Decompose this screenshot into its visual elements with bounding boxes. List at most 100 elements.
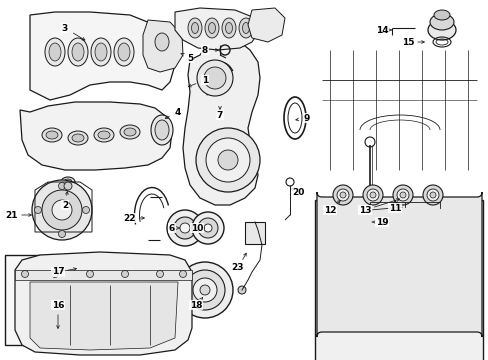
Text: 3: 3 [62,23,68,32]
Bar [5,255,117,345]
Ellipse shape [427,20,455,40]
Text: 17: 17 [52,267,64,276]
Text: 21: 21 [6,211,18,220]
Circle shape [392,185,412,205]
Ellipse shape [94,128,114,142]
Circle shape [86,270,93,278]
Circle shape [396,189,408,201]
Circle shape [238,286,245,294]
Polygon shape [183,40,260,205]
Ellipse shape [95,43,107,61]
Circle shape [426,189,438,201]
Circle shape [218,150,238,170]
Circle shape [369,192,375,198]
Text: 1: 1 [202,76,208,85]
Circle shape [35,207,41,213]
Ellipse shape [222,18,236,38]
Ellipse shape [45,38,65,66]
Circle shape [203,67,225,89]
Text: 8: 8 [202,45,208,54]
Text: 20: 20 [291,188,304,197]
Text: 18: 18 [189,301,202,310]
Circle shape [197,60,232,96]
Ellipse shape [68,131,88,145]
Circle shape [59,230,65,238]
Ellipse shape [46,131,58,139]
Polygon shape [30,12,175,100]
Ellipse shape [118,43,130,61]
Circle shape [82,207,89,213]
Circle shape [196,128,260,192]
Circle shape [174,217,196,239]
Polygon shape [175,8,260,50]
Text: 4: 4 [174,108,181,117]
Circle shape [121,270,128,278]
Ellipse shape [49,43,61,61]
Ellipse shape [42,128,62,142]
Circle shape [366,189,378,201]
Circle shape [179,270,186,278]
Circle shape [193,278,217,302]
Polygon shape [15,252,192,355]
Circle shape [21,270,28,278]
Text: 16: 16 [52,301,64,310]
Circle shape [156,270,163,278]
Text: 2: 2 [62,201,68,210]
Circle shape [51,270,59,278]
Ellipse shape [64,179,72,185]
Ellipse shape [91,38,111,66]
Ellipse shape [151,115,173,145]
Polygon shape [142,20,183,72]
Ellipse shape [239,18,252,38]
Text: 14: 14 [375,26,387,35]
FancyBboxPatch shape [316,192,481,337]
Circle shape [52,200,72,220]
Ellipse shape [225,23,232,33]
Circle shape [167,210,203,246]
Circle shape [32,180,92,240]
Circle shape [198,218,218,238]
Text: 15: 15 [401,37,413,46]
Text: 7: 7 [216,111,223,120]
Circle shape [200,285,209,295]
Ellipse shape [187,18,202,38]
Text: 19: 19 [375,217,387,226]
Circle shape [184,270,224,310]
Ellipse shape [191,23,198,33]
Circle shape [64,182,72,190]
Text: 13: 13 [358,206,370,215]
Bar [314,200,482,360]
Ellipse shape [242,23,249,33]
Circle shape [180,223,190,233]
Text: 9: 9 [303,113,309,122]
Circle shape [203,224,212,232]
Text: 22: 22 [123,213,136,222]
Bar [244,222,264,244]
Circle shape [399,192,405,198]
Ellipse shape [98,131,110,139]
Polygon shape [15,270,192,280]
Ellipse shape [120,125,140,139]
Circle shape [192,212,224,244]
Ellipse shape [114,38,134,66]
Text: 10: 10 [190,224,203,233]
Circle shape [339,192,346,198]
Circle shape [336,189,348,201]
Polygon shape [247,8,285,42]
Ellipse shape [155,33,169,51]
Ellipse shape [155,120,169,140]
Ellipse shape [72,43,84,61]
Text: 5: 5 [186,54,193,63]
Circle shape [205,138,249,182]
Ellipse shape [124,128,136,136]
Circle shape [177,262,232,318]
Text: 12: 12 [323,206,336,215]
Ellipse shape [429,14,453,30]
Circle shape [332,185,352,205]
Circle shape [362,185,382,205]
Ellipse shape [61,177,75,187]
Ellipse shape [208,23,215,33]
Circle shape [422,185,442,205]
Text: 11: 11 [388,203,401,212]
Ellipse shape [68,38,88,66]
